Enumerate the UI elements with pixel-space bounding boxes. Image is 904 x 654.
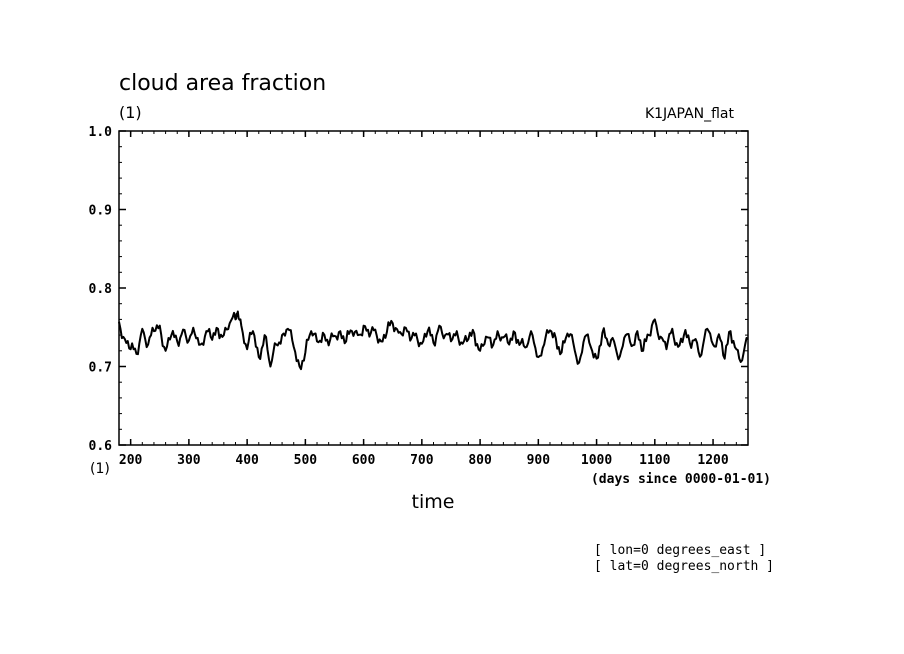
x-tick-label: 900 bbox=[527, 453, 551, 468]
series-line bbox=[118, 310, 749, 371]
dataset-label: K1JAPAN_flat bbox=[645, 106, 735, 122]
x-tick-label: 800 bbox=[468, 453, 492, 468]
x-tick-label: 300 bbox=[177, 453, 201, 468]
footnote-lon: [ lon=0 degrees_east ] bbox=[594, 543, 766, 558]
x-tick-label: 200 bbox=[119, 453, 143, 468]
axis-ticks bbox=[118, 130, 749, 446]
x-tick-label: 500 bbox=[294, 453, 318, 468]
x-tick-labels: 200 300 400 500 600 700 800 900 1000 1100 1200 bbox=[119, 453, 729, 468]
x-tick-label: 1200 bbox=[697, 453, 728, 468]
x-tick-label: 400 bbox=[235, 453, 259, 468]
x-tick-label: 600 bbox=[352, 453, 376, 468]
x-tick-label: 1000 bbox=[581, 453, 612, 468]
y-tick-labels: 0.6 0.7 0.8 0.9 1.0 bbox=[89, 125, 113, 454]
y-axis-unit: (1) bbox=[119, 103, 142, 122]
y-tick-label: 0.6 bbox=[89, 439, 113, 454]
plot-frame bbox=[118, 130, 749, 446]
footnote-lat: [ lat=0 degrees_north ] bbox=[594, 559, 774, 574]
y-tick-label: 1.0 bbox=[89, 125, 113, 140]
y-tick-label: 0.9 bbox=[89, 204, 112, 219]
x-tick-label: 700 bbox=[410, 453, 434, 468]
x-tick-label: 1100 bbox=[639, 453, 670, 468]
y-axis-unit-bottom: (1) bbox=[90, 461, 110, 477]
x-axis-label: time bbox=[412, 491, 455, 513]
y-tick-label: 0.8 bbox=[89, 282, 113, 297]
y-tick-label: 0.7 bbox=[89, 361, 112, 376]
x-axis-units: (days since 0000-01-01) bbox=[591, 472, 771, 487]
chart-title: cloud area fraction bbox=[119, 71, 326, 96]
